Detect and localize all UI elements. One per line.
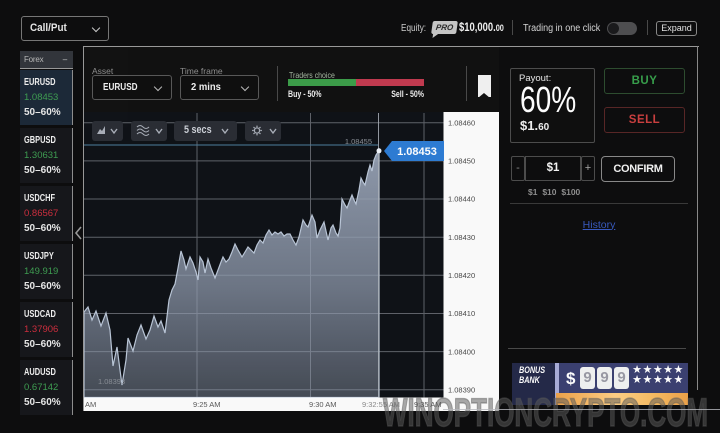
svg-text:1.08450: 1.08450 (448, 157, 475, 166)
svg-text:1.08420: 1.08420 (448, 271, 475, 280)
svg-text:9:25 AM: 9:25 AM (193, 400, 221, 409)
svg-text:1.08440: 1.08440 (448, 195, 475, 204)
svg-text:1.08390: 1.08390 (448, 386, 475, 395)
svg-text:1.08430: 1.08430 (448, 233, 475, 242)
svg-text:1.08460: 1.08460 (448, 118, 475, 127)
svg-text:1.08400: 1.08400 (448, 347, 475, 356)
svg-text:1.08410: 1.08410 (448, 309, 475, 318)
svg-text:9:30 AM: 9:30 AM (309, 400, 337, 409)
svg-text:1.08453: 1.08453 (397, 146, 437, 158)
svg-text:1.08393: 1.08393 (98, 377, 125, 386)
svg-text:AM: AM (85, 400, 96, 409)
svg-text:9:35 AM: 9:35 AM (414, 400, 442, 409)
svg-text:9:32:55 AM: 9:32:55 AM (362, 400, 400, 409)
svg-text:1.08455: 1.08455 (345, 137, 372, 146)
